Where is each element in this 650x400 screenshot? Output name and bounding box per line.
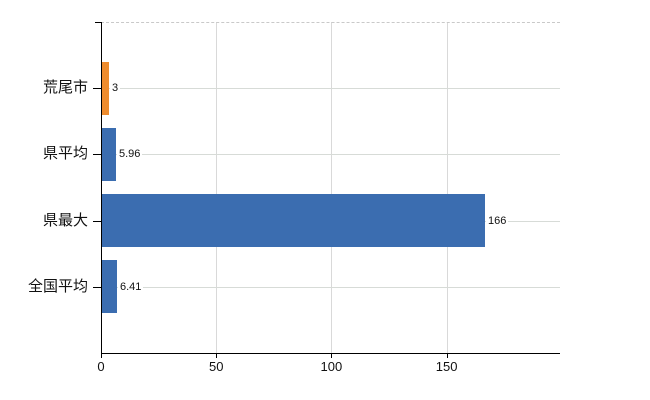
value-label: 5.96 bbox=[117, 146, 143, 163]
x-tick-label: 100 bbox=[320, 359, 343, 374]
vertical-gridline bbox=[331, 22, 333, 353]
row-gridline bbox=[101, 88, 560, 90]
category-tick bbox=[93, 88, 101, 90]
vertical-gridline bbox=[446, 22, 448, 353]
y-axis-top-tick bbox=[95, 22, 101, 23]
bar bbox=[102, 61, 109, 115]
bar bbox=[102, 127, 116, 181]
x-tick-label: 50 bbox=[208, 359, 224, 374]
row-gridline bbox=[101, 286, 560, 288]
category-label: 荒尾市 bbox=[42, 79, 88, 97]
category-label: 県最大 bbox=[42, 211, 88, 229]
plot-top-border bbox=[101, 22, 560, 23]
category-tick bbox=[93, 220, 101, 222]
value-label: 166 bbox=[486, 212, 509, 229]
row-gridline bbox=[101, 154, 560, 156]
x-axis-tick bbox=[331, 353, 333, 358]
bar bbox=[102, 194, 485, 248]
bar bbox=[102, 260, 117, 314]
category-label: 県平均 bbox=[42, 145, 88, 163]
x-tick-label: 150 bbox=[435, 359, 458, 374]
category-label: 全国平均 bbox=[27, 277, 88, 295]
x-axis-line bbox=[101, 353, 560, 354]
x-axis-tick bbox=[101, 353, 102, 358]
x-axis-tick bbox=[446, 353, 448, 358]
category-tick bbox=[93, 286, 101, 288]
y-axis-line bbox=[101, 22, 102, 353]
x-axis-tick bbox=[216, 353, 218, 358]
vertical-gridline bbox=[216, 22, 218, 353]
value-label: 3 bbox=[110, 80, 121, 97]
value-label: 6.41 bbox=[118, 278, 144, 295]
category-tick bbox=[93, 154, 101, 156]
x-tick-label: 0 bbox=[97, 359, 105, 374]
